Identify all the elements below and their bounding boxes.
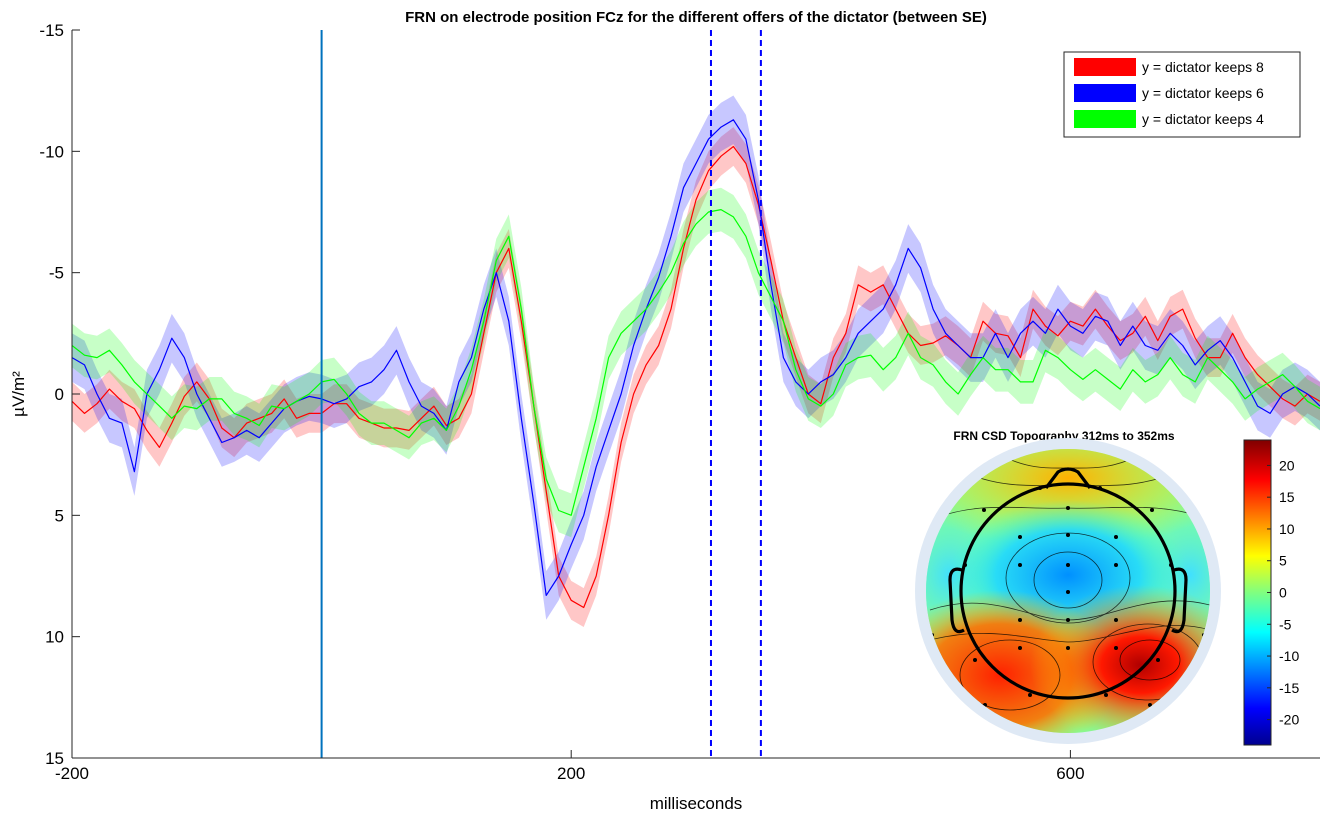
- topography-title: FRN CSD Topography 312ms to 352ms: [953, 429, 1174, 443]
- y-tick-label: 15: [45, 749, 64, 768]
- legend-swatch-0: [1074, 58, 1136, 76]
- colorbar-tick-label: 10: [1279, 521, 1295, 537]
- colorbar-ticks: 20 15 10 5 0 -5 -10 -15 -20: [1267, 457, 1299, 728]
- x-axis-label: milliseconds: [650, 794, 743, 813]
- series-line-1: [72, 119, 1320, 597]
- colorbar: [1243, 439, 1272, 746]
- chart-title: FRN on electrode position FCz for the di…: [405, 9, 987, 26]
- y-axis-label: µV/m²: [9, 371, 28, 417]
- legend-swatch-2: [1074, 110, 1136, 128]
- series-line-2: [72, 209, 1320, 516]
- legend: y = dictator keeps 8 y = dictator keeps …: [1063, 51, 1301, 138]
- y-tick-label: 0: [55, 385, 64, 404]
- colorbar-tick-label: 20: [1279, 457, 1295, 473]
- colorbar-tick-label: -10: [1279, 648, 1299, 664]
- head-outline: [948, 467, 1188, 700]
- series-line-0: [72, 145, 1320, 609]
- colorbar-tick-label: -15: [1279, 680, 1299, 696]
- x-tick-label: 600: [1056, 764, 1084, 783]
- legend-swatch-1: [1074, 84, 1136, 102]
- legend-label-0: y = dictator keeps 8: [1142, 59, 1264, 75]
- colorbar-tick-label: 0: [1279, 585, 1287, 601]
- y-tick-label: 5: [55, 506, 64, 525]
- colorbar-tick-label: 5: [1279, 553, 1287, 569]
- y-tick-label: -15: [39, 21, 64, 40]
- y-tick-label: -10: [39, 142, 64, 161]
- colorbar-tick-label: 15: [1279, 489, 1295, 505]
- legend-label-2: y = dictator keeps 4: [1142, 111, 1264, 127]
- topography-inset: FRN CSD Topography 312ms to 352ms: [915, 429, 1299, 746]
- colorbar-tick-label: -20: [1279, 712, 1299, 728]
- marker-lines: [320, 30, 762, 758]
- y-ticks: -15 -10 -5 0 5 10 15: [39, 21, 80, 768]
- legend-label-1: y = dictator keeps 6: [1142, 85, 1264, 101]
- x-tick-label: -200: [55, 764, 89, 783]
- x-ticks: -200 200 600: [55, 750, 1085, 783]
- x-tick-label: 200: [557, 764, 585, 783]
- y-tick-label: -5: [49, 264, 64, 283]
- y-tick-label: 10: [45, 628, 64, 647]
- colorbar-tick-label: -5: [1279, 616, 1292, 632]
